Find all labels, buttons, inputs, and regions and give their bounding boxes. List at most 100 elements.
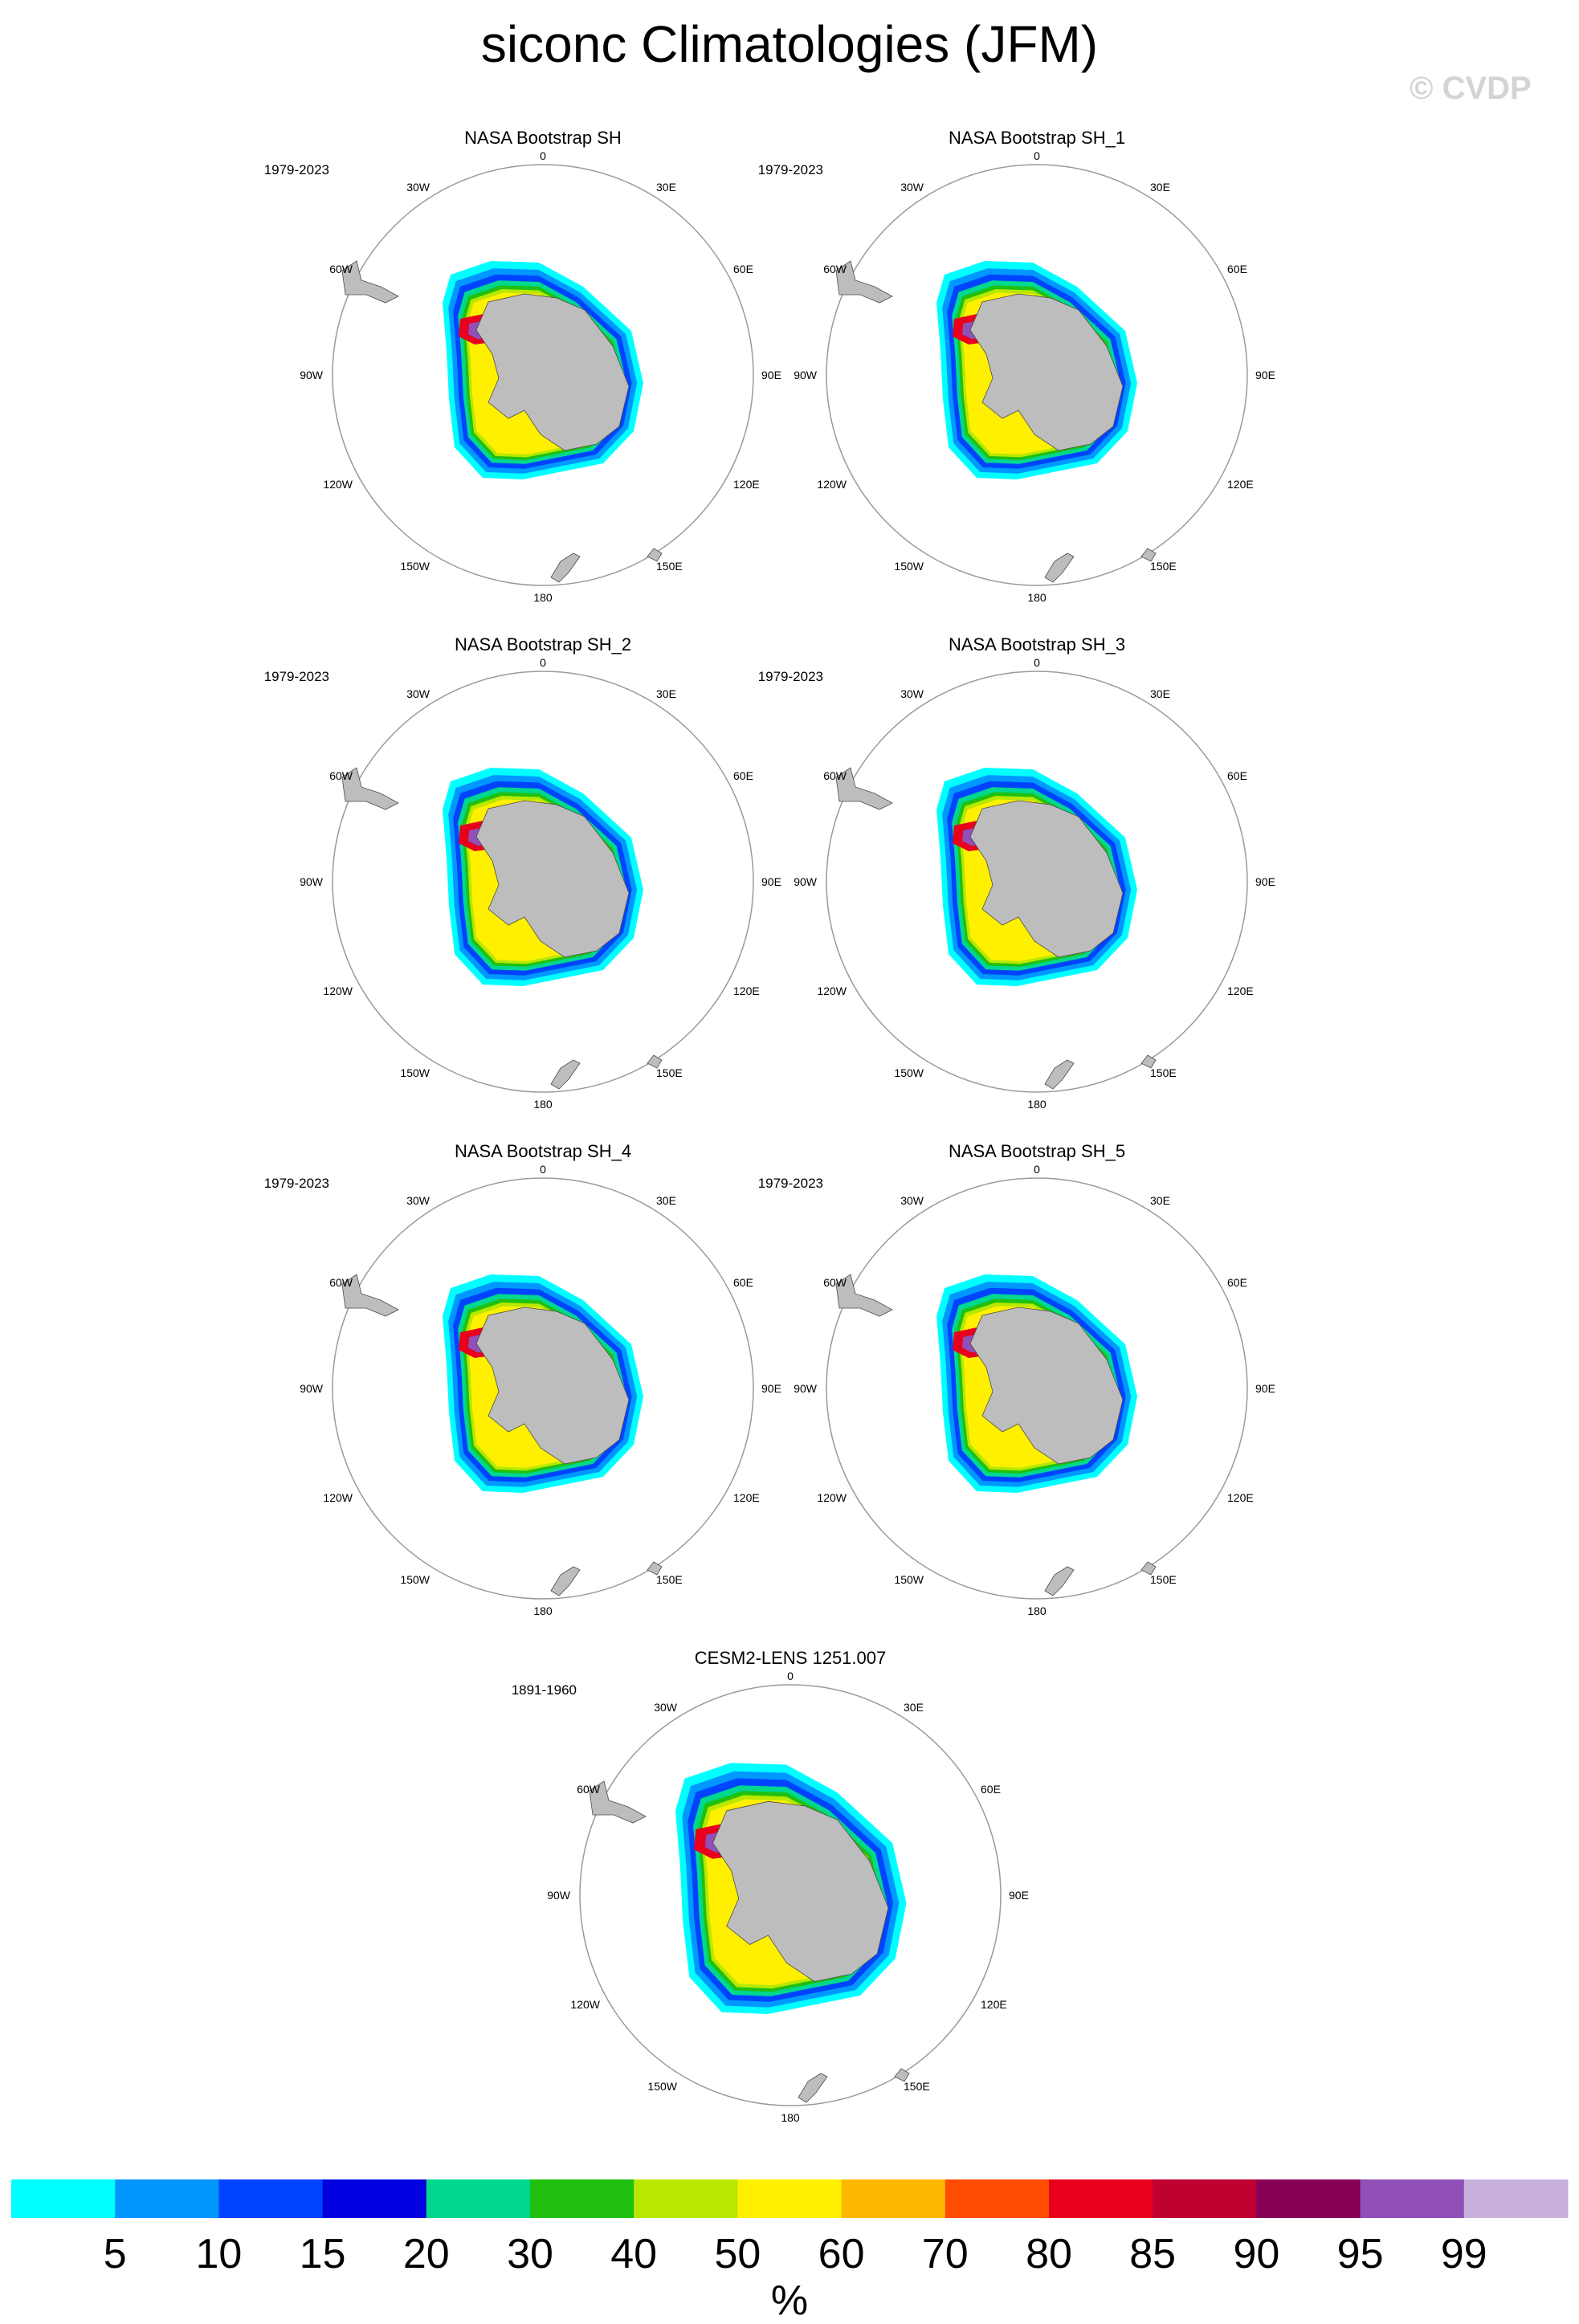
panel-period: 1979-2023 (264, 669, 329, 684)
lon-label: 150W (894, 560, 924, 573)
lon-label: 120W (323, 1491, 353, 1504)
panel-title: CESM2-LENS 1251.007 (695, 1648, 886, 1668)
lon-label: 120W (323, 478, 353, 491)
lon-label: 150W (894, 1573, 924, 1586)
new-zealand-land (1044, 1566, 1075, 1596)
lon-label: 90W (300, 1382, 324, 1395)
lon-label: 90E (761, 369, 781, 381)
lon-label: 30E (656, 1194, 676, 1207)
panel-period: 1979-2023 (264, 1176, 329, 1191)
lon-label: 180 (533, 1098, 553, 1111)
panel-title: NASA Bootstrap SH (464, 128, 622, 148)
colorbar-swatch (737, 2179, 843, 2218)
panel-period: 1979-2023 (758, 162, 823, 177)
lon-label: 150W (400, 1573, 430, 1586)
lon-label: 0 (540, 656, 546, 669)
lon-label: 180 (781, 2111, 800, 2124)
lon-label: 90W (794, 875, 818, 888)
colorbar: 5 10 15 20 30 40 50 60 70 80 85 90 95 99% (11, 2179, 1569, 2324)
south-america-land (341, 1274, 399, 1317)
lon-label: 30E (656, 687, 676, 700)
antarctica-land (969, 1307, 1124, 1465)
colorbar-swatch (218, 2179, 324, 2218)
lon-label: 90W (300, 875, 324, 888)
lon-label: 30E (904, 1701, 924, 1714)
lon-label: 60W (823, 1276, 847, 1289)
lon-label: 60E (1227, 263, 1247, 275)
lon-label: 0 (1034, 656, 1040, 669)
lon-label: 30E (656, 181, 676, 194)
lon-label: 150E (656, 1573, 683, 1586)
colorbar-swatch (841, 2179, 946, 2218)
colorbar-tick-label: 95 (1337, 2231, 1384, 2277)
lon-label: 150E (656, 560, 683, 573)
lon-label: 150E (1150, 560, 1177, 573)
antarctica-land (969, 800, 1124, 958)
panel-period: 1979-2023 (758, 669, 823, 684)
lon-label: 60E (1227, 769, 1247, 782)
south-america-land (589, 1780, 647, 1824)
lon-label: 60E (733, 263, 753, 275)
lon-label: 60W (329, 1276, 353, 1289)
south-america-land (341, 767, 399, 810)
colorbar-swatch (634, 2179, 738, 2218)
colorbar-tick-label: 70 (922, 2231, 969, 2277)
lon-label: 120E (1227, 985, 1254, 997)
south-america-land (835, 1274, 893, 1317)
lon-label: 60E (733, 1276, 753, 1289)
map-panel: CESM2-LENS 1251.007 1891-1960 0 180 90W 90E 30… (512, 1648, 1029, 2124)
lon-label: 90E (1255, 875, 1275, 888)
lon-label: 60W (329, 769, 353, 782)
colorbar-swatch (530, 2179, 634, 2218)
lon-label: 120E (981, 1998, 1007, 2011)
lon-label: 60W (329, 263, 353, 275)
lon-label: 0 (540, 1163, 546, 1176)
antarctica-land (475, 1307, 630, 1465)
antarctica-land (475, 293, 630, 451)
lon-label: 150W (647, 2080, 677, 2093)
lon-label: 90E (1255, 1382, 1275, 1395)
map-panel: NASA Bootstrap SH_1 1979-2023 0 180 90W 90E 30… (758, 128, 1275, 604)
panel-period: 1979-2023 (264, 162, 329, 177)
lon-label: 30W (406, 687, 430, 700)
lon-label: 60E (733, 769, 753, 782)
lon-label: 0 (540, 149, 546, 162)
colorbar-swatch (1463, 2179, 1569, 2218)
colorbar-tick-label: 50 (714, 2231, 761, 2277)
lon-label: 0 (1034, 1163, 1040, 1176)
lon-label: 90W (794, 369, 818, 381)
colorbar-tick-label: 80 (1026, 2231, 1072, 2277)
lon-label: 30W (406, 1194, 430, 1207)
lon-label: 150E (656, 1066, 683, 1079)
new-zealand-land (550, 1059, 581, 1090)
map-panels: NASA Bootstrap SH 1979-2023 0 180 90W 90E 30W 3… (264, 128, 1275, 2124)
lon-label: 120W (817, 1491, 847, 1504)
lon-label: 180 (533, 1604, 553, 1617)
colorbar-tick-label: 90 (1233, 2231, 1279, 2277)
lon-label: 120W (323, 985, 353, 997)
colorbar-tick-label: 20 (403, 2231, 450, 2277)
lon-label: 90E (761, 875, 781, 888)
colorbar-swatch (1049, 2179, 1153, 2218)
south-america-land (835, 260, 893, 304)
map-panel: NASA Bootstrap SH_3 1979-2023 0 180 90W 90E 30… (758, 634, 1275, 1111)
south-america-land (341, 260, 399, 304)
lon-label: 30W (406, 181, 430, 194)
tasmania-land (894, 2068, 910, 2082)
colorbar-swatch (1153, 2179, 1257, 2218)
tasmania-land (1140, 1561, 1157, 1576)
colorbar-unit-label: % (771, 2277, 808, 2324)
tasmania-land (1140, 548, 1157, 562)
map-panel: NASA Bootstrap SH_5 1979-2023 0 180 90W 90E 30… (758, 1141, 1275, 1617)
colorbar-tick-label: 30 (507, 2231, 553, 2277)
lon-label: 180 (1027, 591, 1047, 604)
lon-label: 120W (817, 985, 847, 997)
lon-label: 90W (547, 1889, 571, 1902)
new-zealand-land (1044, 552, 1075, 583)
lon-label: 150W (400, 560, 430, 573)
lon-label: 60W (577, 1783, 601, 1796)
lon-label: 120E (1227, 1491, 1254, 1504)
lon-label: 30W (900, 181, 924, 194)
map-panel: NASA Bootstrap SH_2 1979-2023 0 180 90W 90E 30… (264, 634, 781, 1111)
lon-label: 30E (1150, 181, 1170, 194)
